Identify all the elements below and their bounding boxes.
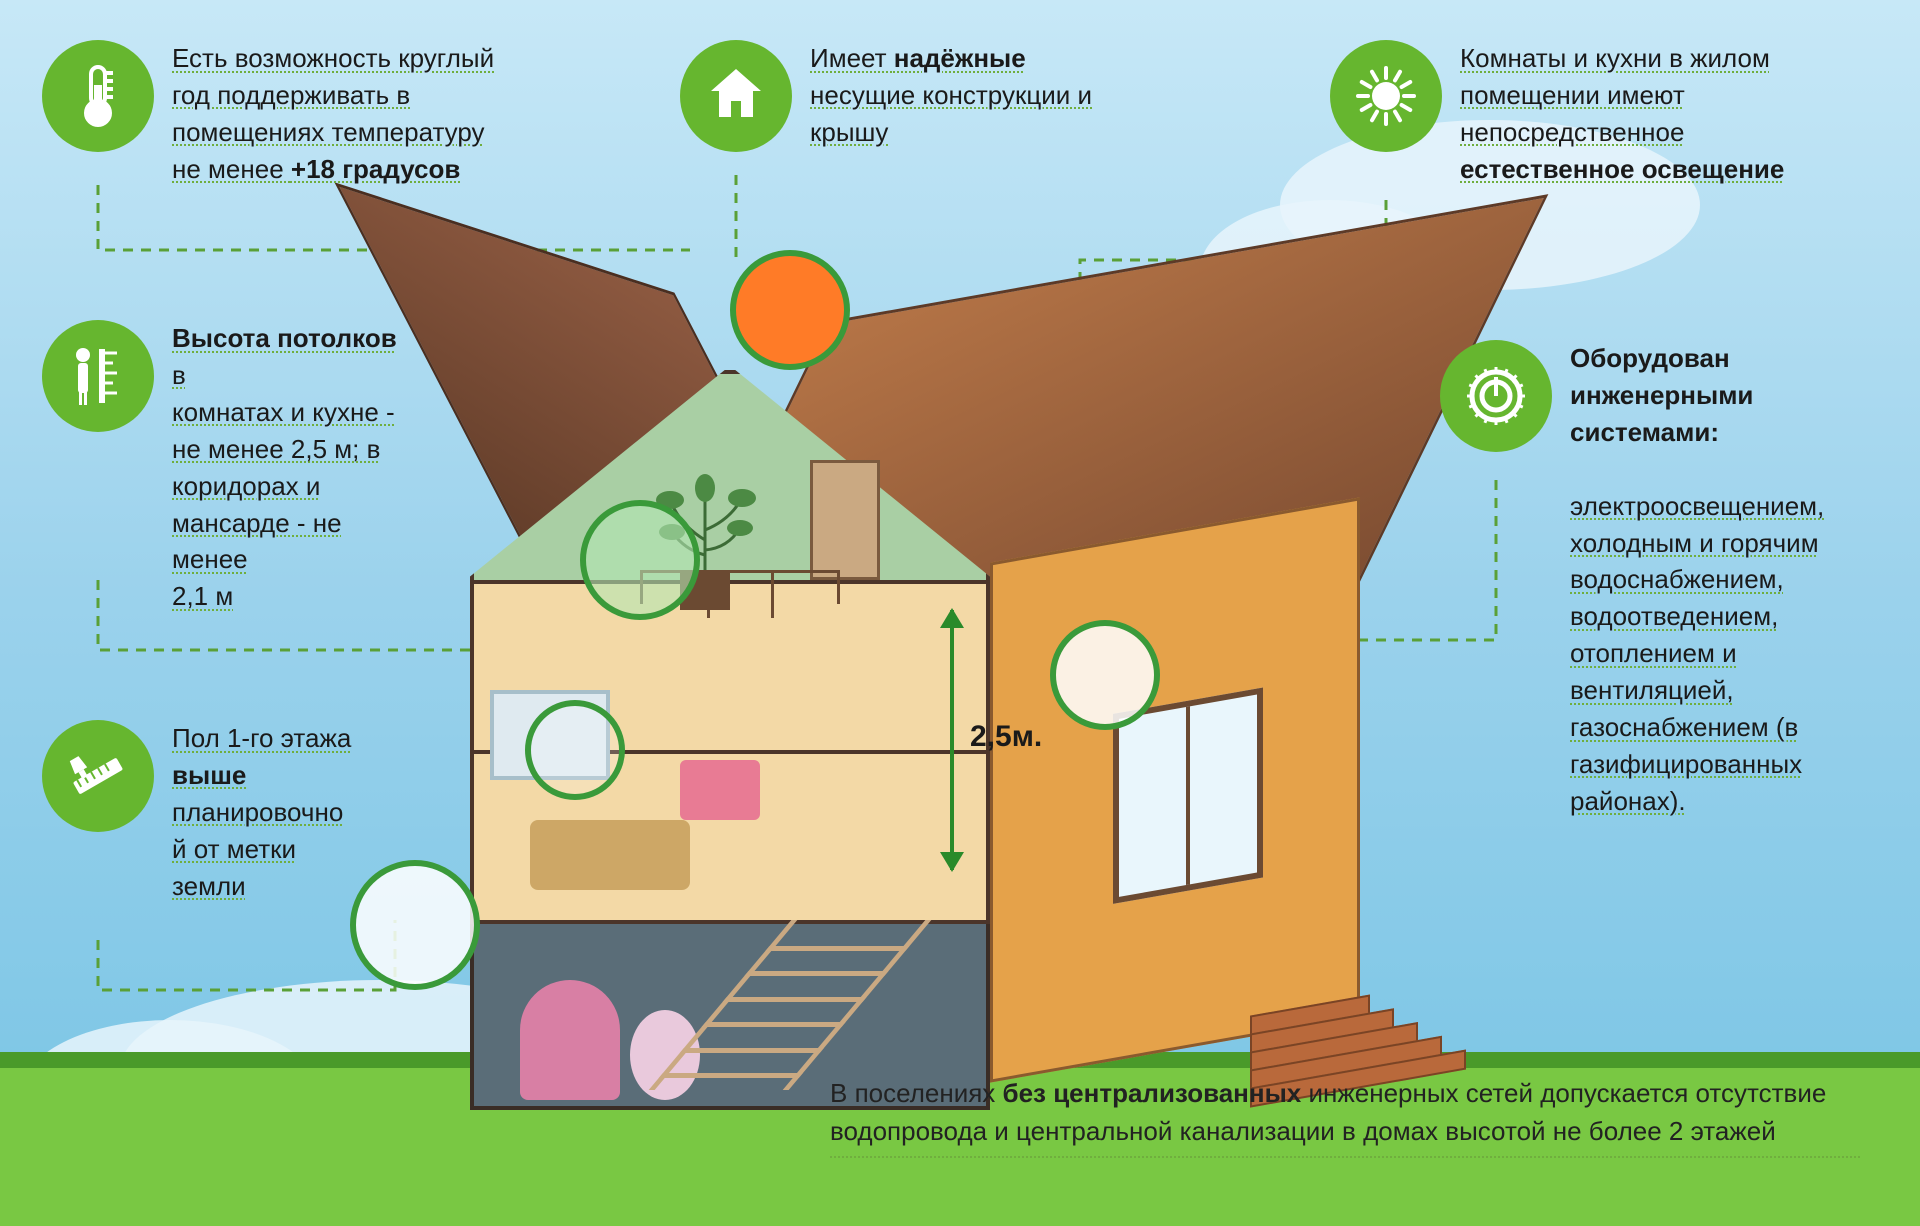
house-illustration: 2,5м. xyxy=(430,220,1480,1100)
callout-text-systems: Оборудован инженерными системами: электр… xyxy=(1570,340,1870,820)
hotspot-side xyxy=(1050,620,1160,730)
bottom-note: В поселениях без централизованных инжене… xyxy=(830,1075,1860,1158)
ruler-icon xyxy=(42,720,154,832)
callout-roof: Имеет надёжные несущие конструкции и кры… xyxy=(680,40,1110,152)
ceiling-height-arrow xyxy=(950,610,954,870)
infographic-stage: 2,5м. Есть возможность круглый год подде… xyxy=(0,0,1920,1226)
callout-temp: Есть возможность круглый год поддерживат… xyxy=(42,40,522,188)
callout-text-temp: Есть возможность круглый год поддерживат… xyxy=(172,40,494,188)
hotspot-wall xyxy=(525,700,625,800)
sofa xyxy=(530,820,690,890)
attic-door xyxy=(810,460,880,580)
hotspot-roof xyxy=(730,250,850,370)
hotspot-attic xyxy=(580,500,700,620)
callout-light: Комнаты и кухни в жилом помещении имеют … xyxy=(1330,40,1850,188)
thermometer-icon xyxy=(42,40,154,152)
boiler xyxy=(520,980,620,1100)
callout-text-light: Комнаты и кухни в жилом помещении имеют … xyxy=(1460,40,1784,188)
callout-systems: Оборудован инженерными системами: электр… xyxy=(1440,340,1870,820)
dial-icon xyxy=(1440,340,1552,452)
ceiling-height-label: 2,5м. xyxy=(970,720,1042,754)
callout-text-ceiling: Высота потолков в комнатах и кухне - не … xyxy=(172,320,412,615)
callout-ceiling: Высота потолков в комнатах и кухне - не … xyxy=(42,320,412,615)
sun-icon xyxy=(1330,40,1442,152)
callout-text-floor: Пол 1-го этажа выше планировочно й от ме… xyxy=(172,720,351,905)
callout-text-roof: Имеет надёжные несущие конструкции и кры… xyxy=(810,40,1092,151)
cushion xyxy=(680,760,760,820)
house-icon xyxy=(680,40,792,152)
callout-floor: Пол 1-го этажа выше планировочно й от ме… xyxy=(42,720,402,905)
height-icon xyxy=(42,320,154,432)
